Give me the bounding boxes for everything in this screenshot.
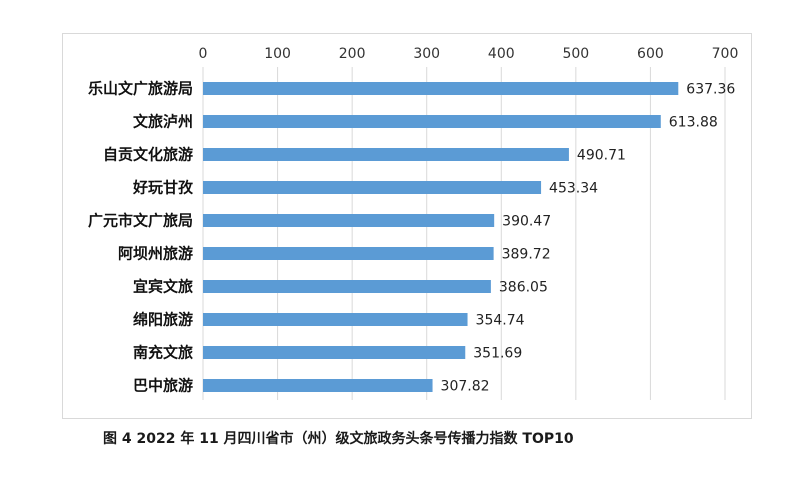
- category-label: 乐山文广旅游局: [88, 80, 193, 98]
- bar: [203, 346, 466, 359]
- category-label: 自贡文化旅游: [103, 146, 193, 164]
- bar: [203, 148, 569, 161]
- x-tick-label: 0: [199, 46, 208, 62]
- value-labels: 637.36 613.88 490.71 453.34 390.47 389.72 386.…: [441, 82, 736, 395]
- bar: [203, 82, 679, 95]
- bar: [203, 115, 661, 128]
- x-tick-label: 500: [562, 46, 589, 62]
- category-label: 文旅泸州: [133, 113, 193, 131]
- data-label: 389.72: [502, 247, 551, 263]
- data-label: 637.36: [686, 82, 735, 98]
- data-label: 386.05: [499, 280, 548, 296]
- category-labels: 乐山文广旅游局文旅泸州自贡文化旅游好玩甘孜广元市文广旅局阿坝州旅游宜宾文旅绵阳旅…: [88, 80, 194, 395]
- x-tick-label: 200: [339, 46, 366, 62]
- category-label: 巴中旅游: [133, 377, 193, 395]
- bar: [203, 247, 494, 260]
- x-tick-label: 100: [264, 46, 291, 62]
- category-label: 南充文旅: [133, 344, 193, 362]
- category-label: 绵阳旅游: [133, 311, 193, 329]
- data-label: 490.71: [577, 148, 626, 164]
- x-tick-label: 300: [413, 46, 440, 62]
- chart-frame: 0 100 200 300 400 500 600 700 乐山文广旅游局文旅泸州自贡文化旅游…: [62, 33, 752, 419]
- bars: [203, 82, 679, 392]
- bar-chart: 0 100 200 300 400 500 600 700 乐山文广旅游局文旅泸州自贡文化旅游…: [88, 46, 739, 400]
- figure-caption: 图 4 2022 年 11 月四川省市（州）级文旅政务头条号传播力指数 TOP1…: [103, 431, 574, 447]
- data-label: 390.47: [502, 214, 551, 230]
- data-label: 354.74: [476, 313, 525, 329]
- bar: [203, 280, 491, 293]
- x-tick-label: 400: [488, 46, 515, 62]
- bar: [203, 181, 542, 194]
- data-label: 453.34: [549, 181, 598, 197]
- bar: [203, 379, 433, 392]
- category-label: 好玩甘孜: [132, 179, 194, 197]
- category-label: 宜宾文旅: [133, 278, 193, 296]
- x-axis-ticks: 0 100 200 300 400 500 600 700: [199, 46, 739, 62]
- data-label: 307.82: [441, 379, 490, 395]
- x-tick-label: 600: [637, 46, 664, 62]
- bar: [203, 214, 495, 227]
- category-label: 广元市文广旅局: [88, 212, 193, 230]
- x-tick-label: 700: [712, 46, 739, 62]
- bar: [203, 313, 468, 326]
- data-label: 613.88: [669, 115, 718, 131]
- data-label: 351.69: [473, 346, 522, 362]
- category-label: 阿坝州旅游: [118, 245, 193, 263]
